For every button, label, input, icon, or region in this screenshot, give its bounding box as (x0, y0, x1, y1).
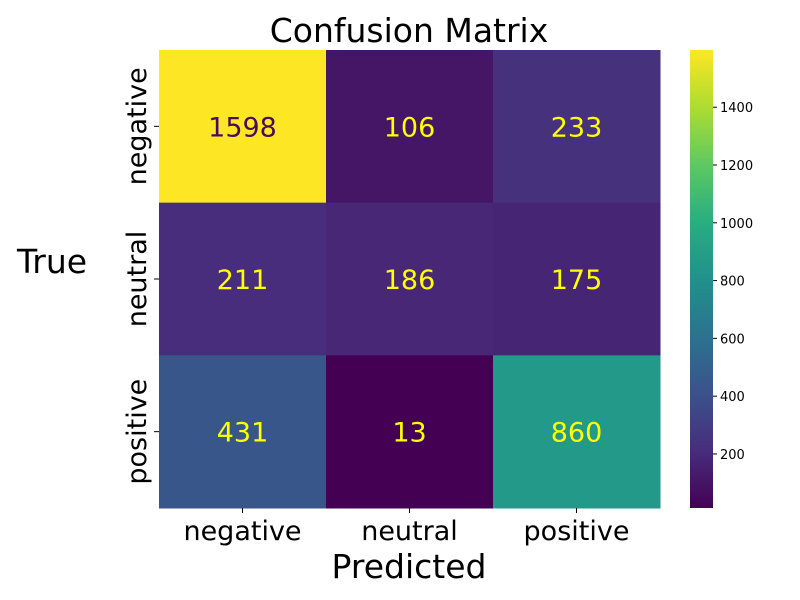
cell-value-label: 1598 (208, 112, 277, 143)
chart-title: Confusion Matrix (270, 11, 549, 50)
cell-value-label: 431 (217, 418, 269, 449)
colorbar-tick-label: 600 (720, 332, 745, 347)
y-tick-label: neutral (122, 231, 153, 328)
x-tick-label: positive (524, 516, 630, 547)
x-axis-ticks: negative neutral positive (183, 508, 629, 547)
y-axis-ticks: negative neutral positive (122, 67, 159, 485)
heatmap-cell (326, 50, 494, 204)
colorbar-tick-label: 1400 (720, 101, 753, 116)
y-tick-label: negative (122, 67, 153, 185)
cell-value-label: 211 (217, 265, 269, 296)
cell-value-label: 106 (384, 112, 436, 143)
heatmap-cell (493, 202, 661, 356)
colorbar-tick-label: 1000 (720, 217, 753, 232)
colorbar-ticks: 200 400 600 800 1000 1200 1400 (713, 101, 753, 463)
heatmap-cell (493, 50, 661, 204)
heatmap-cell (493, 355, 661, 509)
colorbar-gradient (690, 50, 713, 508)
colorbar-tick-label: 800 (720, 275, 745, 290)
colorbar-tick-label: 400 (720, 390, 745, 405)
colorbar-tick-label: 1200 (720, 159, 753, 174)
x-axis-label: Predicted (332, 547, 487, 586)
cell-value-label: 233 (551, 112, 603, 143)
cell-value-label: 860 (551, 418, 603, 449)
y-tick-label: positive (122, 379, 153, 485)
y-axis-label: True (16, 242, 87, 281)
heatmap-cell (326, 355, 494, 509)
x-tick-label: negative (183, 516, 301, 547)
heatmap-cell (159, 50, 327, 204)
heatmap-cell (159, 202, 327, 356)
cell-value-label: 175 (551, 265, 603, 296)
colorbar-tick-label: 200 (720, 448, 745, 463)
heatmap-cell (326, 202, 494, 356)
heatmap-cell (159, 355, 327, 509)
colorbar: 200 400 600 800 1000 1200 1400 (690, 50, 753, 508)
cell-value-label: 13 (392, 418, 426, 449)
cell-value-label: 186 (384, 265, 436, 296)
x-tick-label: neutral (361, 516, 458, 547)
heatmap-cells: 1598 106 233 211 186 175 431 13 860 (159, 50, 661, 509)
